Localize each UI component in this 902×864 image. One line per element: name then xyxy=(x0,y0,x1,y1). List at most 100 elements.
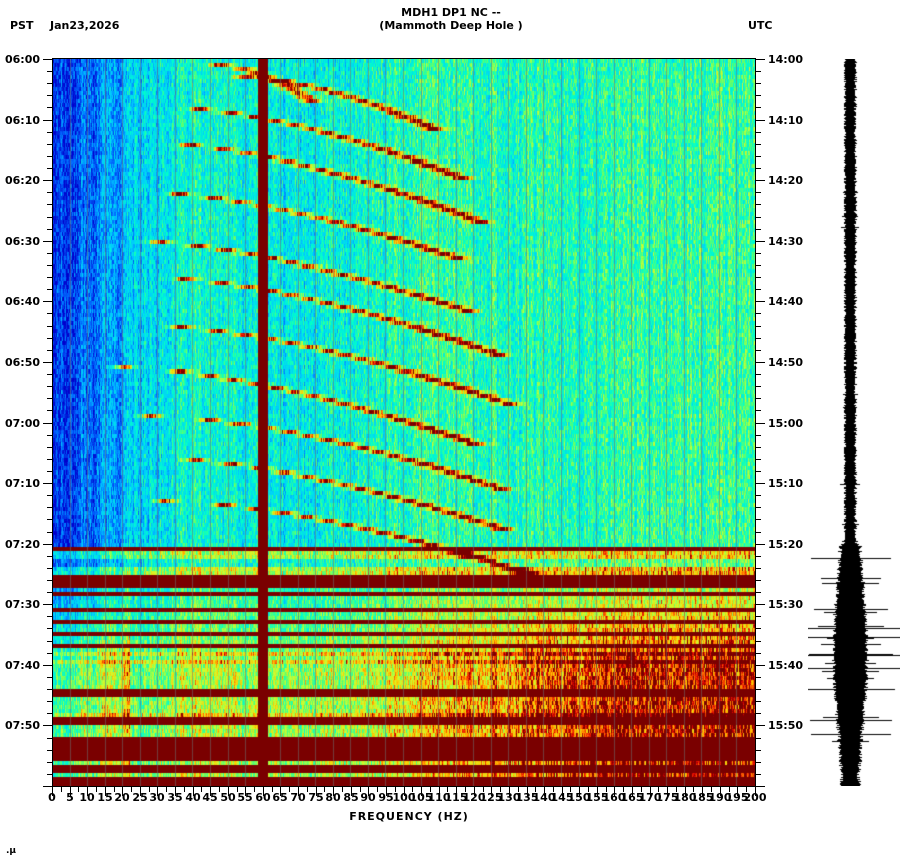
x-axis-label: 60 xyxy=(255,791,271,804)
x-tick xyxy=(140,787,141,796)
y-axis-right-label: 14:20 xyxy=(768,174,804,187)
x-axis-label: 115 xyxy=(444,791,468,804)
y-tick-right xyxy=(756,229,761,230)
x-tick xyxy=(87,787,88,796)
x-axis-label: 20 xyxy=(114,791,130,804)
x-axis-label: 130 xyxy=(497,791,521,804)
y-axis-left-label: 06:50 xyxy=(4,356,40,369)
seismogram-canvas xyxy=(808,59,900,786)
y-tick-right xyxy=(756,168,761,169)
y-axis-left-label: 07:50 xyxy=(4,719,40,732)
x-tick xyxy=(755,787,756,796)
y-axis-right-label: 15:30 xyxy=(768,598,804,611)
x-tick xyxy=(570,787,571,792)
y-tick-right xyxy=(756,459,761,460)
y-tick-right xyxy=(756,180,765,181)
y-axis-right-label: 15:00 xyxy=(768,417,804,430)
y-tick-left xyxy=(47,701,52,702)
left-timezone-label: PST xyxy=(10,19,34,32)
x-tick xyxy=(658,787,659,792)
y-tick-right xyxy=(756,156,761,157)
x-tick xyxy=(711,787,712,792)
x-tick xyxy=(562,787,563,796)
x-tick xyxy=(667,787,668,796)
y-tick-left xyxy=(47,507,52,508)
y-tick-left xyxy=(47,495,52,496)
y-tick-right xyxy=(756,665,765,666)
x-axis-label: 160 xyxy=(602,791,626,804)
x-axis-label: 30 xyxy=(149,791,165,804)
y-tick-right xyxy=(756,350,761,351)
y-tick-right xyxy=(756,774,761,775)
x-axis-label: 10 xyxy=(79,791,95,804)
x-tick xyxy=(650,787,651,796)
y-axis-left-label: 07:30 xyxy=(4,598,40,611)
x-tick xyxy=(404,787,405,796)
y-tick-right xyxy=(756,241,765,242)
x-axis-label: 105 xyxy=(409,791,433,804)
y-tick-right xyxy=(756,750,761,751)
y-tick-right xyxy=(756,592,761,593)
y-tick-left xyxy=(47,374,52,375)
y-axis-left-label: 07:20 xyxy=(4,538,40,551)
y-tick-left xyxy=(47,435,52,436)
x-axis-label: 175 xyxy=(655,791,679,804)
y-tick-right xyxy=(756,495,761,496)
y-tick-right xyxy=(756,144,761,145)
x-tick xyxy=(175,787,176,796)
y-tick-right xyxy=(756,338,761,339)
x-tick xyxy=(720,787,721,796)
x-tick xyxy=(737,787,738,796)
y-tick-left xyxy=(47,689,52,690)
x-tick xyxy=(122,787,123,796)
y-tick-left xyxy=(47,556,52,557)
x-tick xyxy=(430,787,431,792)
x-axis-bottom-line xyxy=(52,786,756,787)
x-tick xyxy=(527,787,528,796)
y-tick-left xyxy=(43,362,52,363)
y-tick-left xyxy=(43,725,52,726)
y-tick-right xyxy=(756,83,761,84)
y-tick-left xyxy=(47,532,52,533)
x-axis-title-text: FREQUENCY (HZ) xyxy=(349,810,469,823)
y-tick-left xyxy=(47,447,52,448)
x-tick xyxy=(105,787,106,796)
y-tick-right xyxy=(756,423,765,424)
y-tick-left xyxy=(43,483,52,484)
y-tick-right xyxy=(756,435,761,436)
y-tick-left xyxy=(47,580,52,581)
y-tick-left xyxy=(47,217,52,218)
y-axis-left-label: 07:40 xyxy=(4,659,40,672)
x-tick xyxy=(746,787,747,792)
x-tick xyxy=(298,787,299,796)
x-tick xyxy=(201,787,202,792)
x-tick xyxy=(245,787,246,796)
y-tick-right xyxy=(756,120,765,121)
x-axis-label: 190 xyxy=(708,791,732,804)
x-axis-label: 95 xyxy=(378,791,394,804)
x-tick xyxy=(447,787,448,792)
y-tick-left xyxy=(47,738,52,739)
y-axis-left-label: 06:00 xyxy=(4,53,40,66)
y-tick-right xyxy=(756,374,761,375)
y-tick-right xyxy=(756,301,765,302)
y-tick-left xyxy=(43,301,52,302)
x-axis-label: 110 xyxy=(427,791,451,804)
x-axis-label: 80 xyxy=(325,791,341,804)
y-tick-left xyxy=(47,326,52,327)
y-tick-right xyxy=(756,471,761,472)
y-tick-right xyxy=(756,507,761,508)
x-tick xyxy=(439,787,440,796)
x-tick xyxy=(263,787,264,796)
y-tick-left xyxy=(47,253,52,254)
y-tick-left xyxy=(47,386,52,387)
x-tick xyxy=(623,787,624,792)
x-tick xyxy=(52,787,53,796)
y-tick-left xyxy=(47,350,52,351)
y-tick-left xyxy=(47,410,52,411)
y-tick-right xyxy=(756,95,761,96)
x-tick xyxy=(157,787,158,796)
x-tick xyxy=(96,787,97,792)
y-axis-right-label: 14:40 xyxy=(768,295,804,308)
x-axis-label: 0 xyxy=(48,791,56,804)
